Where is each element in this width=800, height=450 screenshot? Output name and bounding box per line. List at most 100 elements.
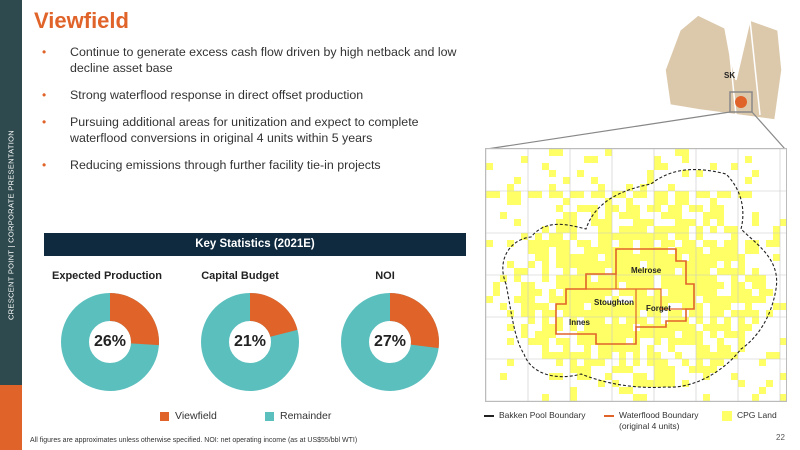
- cpg-land-parcel: [682, 380, 689, 387]
- cpg-land-parcel: [668, 268, 675, 275]
- cpg-land-parcel: [542, 345, 549, 352]
- cpg-land-parcel: [633, 373, 640, 380]
- cpg-land-parcel: [626, 289, 633, 296]
- cpg-land-parcel: [619, 254, 626, 261]
- cpg-land-parcel: [682, 170, 689, 177]
- cpg-land-parcel: [661, 282, 668, 289]
- bullet-marker: •: [42, 88, 47, 102]
- cpg-land-parcel: [654, 303, 661, 310]
- cpg-land-parcel: [605, 310, 612, 317]
- cpg-land-parcel: [682, 324, 689, 331]
- cpg-land-parcel: [598, 331, 605, 338]
- cpg-land-parcel: [654, 359, 661, 366]
- cpg-land-parcel: [584, 359, 591, 366]
- cpg-land-parcel: [661, 380, 668, 387]
- cpg-land-parcel: [577, 373, 584, 380]
- cpg-land-parcel: [570, 282, 577, 289]
- cpg-land-parcel: [682, 289, 689, 296]
- cpg-land-parcel: [556, 324, 563, 331]
- cpg-land-parcel: [556, 205, 563, 212]
- cpg-land-parcel: [549, 240, 556, 247]
- cpg-land-parcel: [661, 261, 668, 268]
- inset-map-graphic: SK: [664, 14, 783, 121]
- cpg-land-parcel: [500, 373, 507, 380]
- cpg-land-parcel: [626, 254, 633, 261]
- cpg-land-parcel: [773, 226, 780, 233]
- cpg-land-parcel: [514, 275, 521, 282]
- cpg-land-parcel: [654, 261, 661, 268]
- cpg-land-parcel: [521, 296, 528, 303]
- cpg-land-parcel: [577, 289, 584, 296]
- cpg-land-parcel: [570, 254, 577, 261]
- cpg-land-parcel: [661, 226, 668, 233]
- cpg-land-parcel: [745, 296, 752, 303]
- bullet-item: • Strong waterflood response in direct of…: [42, 87, 472, 103]
- cpg-land-parcel: [619, 345, 626, 352]
- cpg-land-parcel: [654, 296, 661, 303]
- cpg-land-parcel: [619, 331, 626, 338]
- cpg-land-parcel: [752, 394, 759, 401]
- cpg-land-parcel: [710, 366, 717, 373]
- cpg-land-parcel: [724, 268, 731, 275]
- cpg-land-parcel: [577, 296, 584, 303]
- cpg-land-parcel: [598, 296, 605, 303]
- cpg-land-parcel: [640, 296, 647, 303]
- cpg-land-parcel: [724, 226, 731, 233]
- cpg-land-parcel: [626, 205, 633, 212]
- cpg-land-parcel: [556, 282, 563, 289]
- cpg-land-parcel: [584, 205, 591, 212]
- cpg-land-parcel: [682, 282, 689, 289]
- cpg-land-parcel: [563, 212, 570, 219]
- cpg-land-parcel: [591, 254, 598, 261]
- cpg-land-parcel: [521, 268, 528, 275]
- cpg-land-parcel: [717, 247, 724, 254]
- donut-noi-chart: [341, 293, 439, 391]
- cpg-land-parcel: [745, 289, 752, 296]
- cpg-land-parcel: [668, 373, 675, 380]
- cpg-land-parcel: [703, 394, 710, 401]
- cpg-land-parcel: [598, 317, 605, 324]
- cpg-land-parcel: [668, 380, 675, 387]
- cpg-land-parcel: [731, 254, 738, 261]
- cpg-land-parcel: [563, 219, 570, 226]
- cpg-land-parcel: [591, 177, 598, 184]
- cpg-land-parcel: [570, 212, 577, 219]
- cpg-land-parcel: [661, 373, 668, 380]
- cpg-land-parcel: [507, 338, 514, 345]
- cpg-land-parcel: [703, 366, 710, 373]
- cpg-land-parcel: [724, 331, 731, 338]
- cpg-land-parcel: [696, 366, 703, 373]
- cpg-land-parcel: [654, 352, 661, 359]
- cpg-land-parcel: [640, 268, 647, 275]
- cpg-land-parcel: [619, 310, 626, 317]
- cpg-land-parcel: [689, 268, 696, 275]
- cpg-land-parcel: [626, 268, 633, 275]
- cpg-land-parcel: [696, 233, 703, 240]
- cpg-land-parcel: [633, 254, 640, 261]
- cpg-land-parcel: [563, 352, 570, 359]
- cpg-land-parcel: [584, 345, 591, 352]
- cpg-land-parcel: [717, 254, 724, 261]
- donut-label-noi: NOI: [375, 270, 395, 282]
- cpg-land-parcel: [626, 366, 633, 373]
- cpg-land-parcel: [654, 373, 661, 380]
- cpg-land-parcel: [521, 303, 528, 310]
- cpg-land-parcel: [668, 296, 675, 303]
- cpg-land-parcel: [626, 387, 633, 394]
- cpg-land-parcel: [710, 261, 717, 268]
- cpg-land-parcel: [521, 289, 528, 296]
- cpg-land-parcel: [682, 226, 689, 233]
- bullet-text: Continue to generate excess cash flow dr…: [70, 45, 457, 75]
- cpg-land-parcel: [689, 303, 696, 310]
- cpg-land-parcel: [542, 352, 549, 359]
- sidebar-accent-block: [0, 385, 22, 450]
- cpg-land-parcel: [619, 212, 626, 219]
- cpg-land-parcel: [570, 366, 577, 373]
- cpg-land-parcel: [549, 324, 556, 331]
- cpg-land-parcel: [521, 310, 528, 317]
- unit-label-innes: Innes: [569, 318, 590, 327]
- cpg-land-parcel: [570, 324, 577, 331]
- cpg-land-parcel: [514, 268, 521, 275]
- cpg-land-parcel: [591, 212, 598, 219]
- cpg-land-parcel: [626, 310, 633, 317]
